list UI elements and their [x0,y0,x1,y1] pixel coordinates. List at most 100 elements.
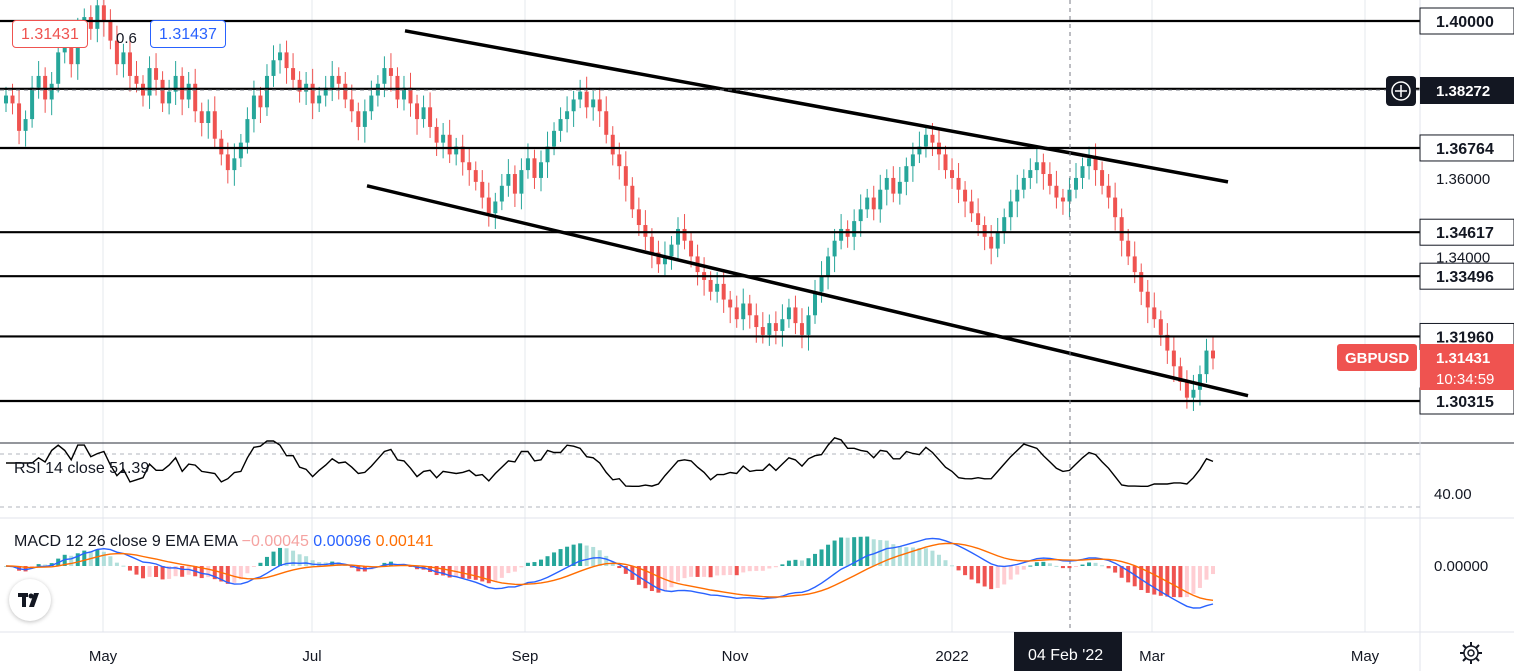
candle-90 [591,99,596,108]
macd-hist-bar-174 [1139,566,1144,591]
level-tag-3: 1.34617 [1436,225,1494,242]
macd-hist-bar-44 [291,550,296,566]
candle-122 [799,323,804,335]
candle-167 [1093,158,1098,171]
macd-hist-bar-103 [676,566,681,582]
macd-hist-bar-71 [467,566,472,579]
rsi-legend[interactable]: RSI 14 close 51.39 [14,460,149,478]
candle-38 [251,95,256,120]
candle-118 [773,323,778,331]
candle-112 [734,307,739,320]
macd-hist-bar-89 [584,545,589,566]
candle-10 [69,40,74,65]
candle-159 [1041,162,1046,175]
candle-154 [1008,201,1013,218]
candle-114 [747,303,752,316]
candle-28 [186,83,191,100]
bid-price-box[interactable]: 1.31431 [12,20,88,48]
candle-74 [486,197,491,214]
macd-legend[interactable]: MACD 12 26 close 9 EMA EMA −0.00045 0.00… [14,533,433,551]
candle-29 [193,83,198,112]
candle-109 [715,283,720,292]
macd-hist-bar-21 [141,566,146,579]
candle-156 [1021,177,1026,190]
crosshair-add-button[interactable] [1386,76,1416,106]
macd-hist-bar-166 [1087,562,1092,566]
candlestick-series [4,0,1215,412]
macd-hist-bar-169 [1106,566,1111,569]
macd-line-value: 0.00096 [313,533,372,550]
macd-hist-bar-10 [69,555,74,566]
candle-43 [284,52,289,69]
candle-2 [17,103,22,131]
candle-59 [388,68,393,76]
candle-162 [1060,197,1065,202]
macd-hist-bar-106 [695,566,700,577]
candle-181 [1184,381,1189,398]
candle-177 [1158,319,1163,335]
candle-39 [258,95,263,108]
macd-hist-bar-78 [512,566,517,572]
macd-hist-bar-12 [82,550,87,566]
macd-hist-bar-17 [114,562,119,566]
candle-1 [10,95,15,104]
macd-hist-bar-123 [806,558,811,566]
macd-hist-bar-146 [956,566,961,571]
candle-34 [225,154,230,171]
candle-185 [1211,350,1215,359]
tradingview-logo[interactable] [9,579,51,621]
candle-137 [897,181,902,194]
candle-155 [1015,189,1020,202]
macd-hist-bar-11 [75,553,80,566]
candle-115 [754,315,759,328]
candle-68 [447,134,452,155]
candle-91 [597,99,602,112]
level-tag-bg-4 [1419,262,1514,290]
macd-label: MACD 12 26 close 9 EMA EMA [14,533,238,550]
candle-130 [852,221,857,237]
candle-83 [545,146,550,163]
candle-99 [649,236,654,253]
candle-160 [1047,174,1052,186]
candle-111 [728,299,733,308]
macd-hist-bar-154 [1008,566,1013,580]
macd-hist-bar-5 [36,564,41,566]
candle-119 [780,319,785,331]
candle-63 [415,103,420,120]
macd-hist-bar-157 [1028,565,1033,567]
macd-hist-bar-124 [813,553,818,566]
candle-73 [480,181,485,198]
candle-5 [36,75,41,88]
candle-146 [956,177,961,190]
candle-110 [721,283,726,300]
macd-hist-bar-14 [95,549,100,566]
gear-icon[interactable] [1459,641,1483,665]
candle-8 [56,52,61,84]
macd-hist-bar-159 [1041,561,1046,566]
level-tag-2: 1.36764 [1436,141,1494,158]
macd-hist-bar-37 [245,566,250,574]
candle-120 [786,307,791,320]
macd-hist-bar-148 [969,566,974,580]
macd-hist-bar-111 [728,566,733,575]
candle-121 [793,307,798,324]
candle-147 [963,189,968,202]
macd-hist-bar-85 [558,549,563,566]
candle-105 [689,240,694,257]
level-tag-bg-2 [1419,134,1514,162]
candle-31 [206,111,211,124]
candle-165 [1080,166,1085,178]
candle-164 [1073,177,1078,190]
candle-4 [30,87,35,120]
candle-26 [173,75,178,92]
ask-price-box[interactable]: 1.31437 [150,20,226,48]
candle-180 [1178,366,1183,382]
macd-hist-bar-133 [871,539,876,566]
candle-100 [656,252,661,265]
candle-92 [604,111,609,135]
candle-145 [950,170,955,178]
level-tag-bg-6 [1419,387,1514,415]
macd-hist-bar-165 [1080,564,1085,566]
candle-32 [212,111,217,139]
